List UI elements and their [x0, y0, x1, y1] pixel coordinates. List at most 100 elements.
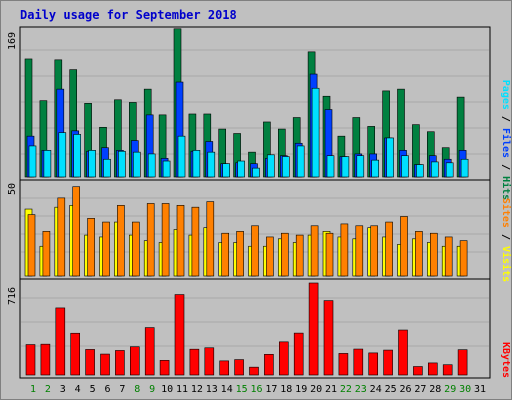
x-axis-day-label: 12 [191, 384, 203, 395]
sites-bar [251, 225, 259, 277]
x-axis-day-label: 10 [161, 384, 173, 395]
legend-sites: Sites [500, 198, 512, 228]
sites-bar [117, 205, 125, 277]
pages-bar [356, 155, 365, 178]
kbytes-bar [234, 359, 244, 376]
sites-bar [280, 232, 289, 277]
kbytes-bar [115, 350, 125, 376]
kbytes-bar [308, 282, 319, 376]
pages-bar [118, 150, 126, 178]
x-axis-day-label: 21 [325, 384, 337, 395]
sites-bar [459, 240, 468, 277]
pages-bar [103, 158, 111, 178]
x-axis-day-label: 18 [280, 384, 292, 395]
sites-bar [27, 214, 36, 277]
kbytes-bar [55, 307, 66, 376]
sites-bar [370, 225, 379, 277]
pages-bar [341, 156, 350, 178]
kbytes-bar [338, 353, 349, 376]
kbytes-bar [219, 360, 229, 376]
legend-files: Files [500, 128, 512, 158]
x-axis-day-label: 16 [250, 384, 262, 395]
sites-bar [236, 231, 244, 277]
pages-bar [28, 145, 37, 178]
pages-bar [430, 161, 439, 178]
kbytes-bar [85, 349, 95, 376]
x-axis-day-label: 4 [75, 384, 81, 395]
x-axis-day-label: 20 [310, 384, 322, 395]
kbytes-bar [323, 300, 334, 376]
x-axis-day-label: 6 [104, 384, 110, 395]
sites-bar [400, 216, 408, 277]
sites-bar [87, 218, 95, 277]
x-axis-day-label: 3 [60, 384, 66, 395]
pages-bar [177, 135, 186, 178]
sites-bar [146, 203, 155, 277]
sites-bar [176, 205, 185, 277]
x-axis-day-label: 28 [429, 384, 441, 395]
pages-bar [147, 153, 156, 178]
legend-hits: Hits [500, 176, 512, 200]
x-axis-day-label: 17 [265, 384, 277, 395]
x-axis-day-label: 1 [30, 384, 36, 395]
kbytes-bar [40, 343, 51, 376]
sites-bar [72, 186, 80, 277]
legend-pages: Pages [500, 80, 511, 110]
kbytes-bar [249, 366, 259, 376]
sites-bar [132, 221, 140, 277]
kbytes-bar [100, 353, 110, 376]
x-axis-day-label: 2 [45, 384, 51, 395]
sites-bar [221, 232, 229, 277]
x-axis-day-label: 26 [399, 384, 411, 395]
kbytes-bar [413, 366, 423, 376]
kbytes-bar [353, 348, 364, 376]
kbytes-bar [264, 354, 274, 376]
sites-bar [310, 225, 319, 277]
pages-bar [237, 160, 245, 178]
sites-bar [325, 232, 334, 277]
kbytes-bar [70, 332, 80, 376]
pages-bar [207, 151, 216, 178]
kbytes-bar [442, 364, 453, 376]
kbytes-bar [278, 341, 289, 376]
pages-bar [386, 137, 394, 178]
legend-kbytes: KBytes [500, 342, 511, 378]
kbytes-bar [159, 360, 170, 376]
x-axis-day-label: 22 [340, 384, 352, 395]
bottom-ymax-label: 716 [7, 287, 18, 305]
right-label-top: Pages / Files / Hits [500, 80, 512, 200]
x-axis-day-label: 14 [221, 384, 233, 395]
pages-bar [252, 167, 260, 178]
pages-bar [296, 145, 305, 178]
sites-bar [102, 221, 110, 277]
kbytes-bar [174, 294, 185, 376]
pages-bar [401, 155, 409, 178]
x-axis-day-label: 29 [444, 384, 456, 395]
sites-bar [57, 197, 66, 277]
x-axis-day-label: 30 [459, 384, 471, 395]
sites-bar [415, 231, 423, 277]
sites-bar [161, 203, 170, 277]
kbytes-bar [427, 362, 438, 376]
pages-bar [281, 156, 290, 178]
pages-bar [222, 163, 230, 178]
kbytes-bar [189, 348, 200, 376]
x-axis-day-label: 13 [206, 384, 218, 395]
x-axis-day-label: 11 [176, 384, 188, 395]
kbytes-bar [457, 349, 468, 376]
x-axis-day-label: 7 [119, 384, 125, 395]
kbytes-bar [293, 332, 304, 376]
pages-bar [133, 151, 141, 178]
kbytes-bar [25, 344, 36, 376]
sites-bar [295, 234, 304, 277]
sites-bar [191, 206, 200, 277]
legend-visits: Visits [500, 246, 512, 282]
pages-bar [326, 155, 335, 178]
pages-bar [416, 164, 424, 178]
kbytes-bar [144, 327, 155, 376]
x-axis-day-label: 25 [385, 384, 397, 395]
middle-ymax-label: 50 [7, 183, 18, 195]
kbytes-bar [204, 347, 215, 376]
kbytes-bar [368, 352, 379, 376]
